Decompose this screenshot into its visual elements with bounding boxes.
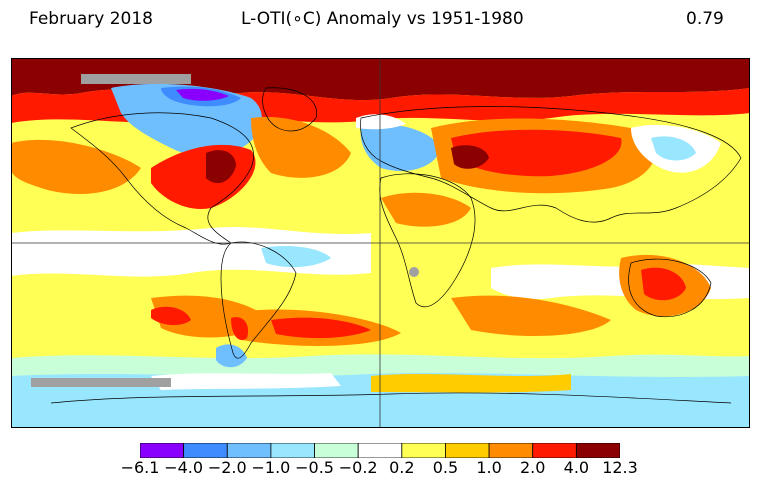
legend-tick-label: 12.3	[602, 458, 638, 477]
legend-tick-label: 0.5	[432, 458, 459, 477]
legend-tick-label: −4.0	[164, 458, 204, 477]
legend-tick-label: −1.0	[251, 458, 291, 477]
indian-ocean-warm	[451, 295, 611, 336]
color-legend	[140, 443, 620, 458]
legend-swatch	[532, 443, 577, 458]
tropical-pacific-cool	[261, 246, 331, 268]
legend-swatch	[183, 443, 228, 458]
north-america-coast	[70, 112, 254, 245]
patagonia-hot	[231, 317, 249, 340]
legend-swatch	[401, 443, 446, 458]
central-asia-extreme	[451, 145, 489, 169]
atlantic-warm	[251, 117, 351, 178]
pacific-warm-west	[11, 139, 141, 194]
legend-swatch	[357, 443, 403, 458]
asia-red	[451, 129, 622, 177]
legend-tick-label: −6.1	[120, 458, 160, 477]
legend-tick-label: −2.0	[207, 458, 247, 477]
antarctic-warm	[371, 374, 571, 393]
canada-extreme-cold	[176, 88, 229, 101]
australia-hot	[641, 267, 686, 301]
legend-swatch	[445, 443, 490, 458]
legend-tick-label: −0.5	[295, 458, 334, 477]
eurasia-coast	[360, 106, 742, 223]
antarctic-white	[151, 373, 341, 390]
map-frame	[11, 58, 750, 428]
australia-coast	[628, 258, 712, 318]
greenland-coast	[262, 87, 317, 132]
south-atlantic-red	[271, 317, 371, 339]
africa-no-data	[409, 267, 419, 277]
legend-swatch	[270, 443, 315, 458]
south-america-cold	[216, 344, 247, 368]
legend-tick-label: 1.0	[476, 458, 502, 477]
us-east-extreme	[206, 150, 236, 184]
africa-coast	[379, 173, 476, 308]
europe-cold	[360, 124, 441, 172]
temperature-anomaly-map	[11, 58, 750, 428]
legend-tick-label: 0.2	[389, 458, 415, 477]
arctic-no-data	[81, 74, 191, 84]
legend-swatch	[575, 443, 620, 458]
legend-tick-label: −0.2	[338, 458, 378, 477]
legend-swatch	[226, 443, 272, 458]
sahara-warm	[381, 192, 471, 227]
legend-tick-label: 2.0	[519, 458, 546, 477]
legend-swatch	[314, 443, 359, 458]
antarctic-no-data	[31, 378, 171, 387]
south-pacific-red	[151, 306, 191, 326]
map-title: L-OTI(∘C) Anomaly vs 1951-1980	[241, 9, 524, 29]
date-label: February 2018	[29, 9, 153, 29]
legend-swatch	[140, 443, 185, 458]
coastlines	[50, 87, 742, 404]
antarctica-coast	[50, 392, 732, 404]
legend-tick-label: 4.0	[563, 458, 590, 477]
legend-swatch	[488, 443, 534, 458]
east-asia-cool	[651, 136, 696, 161]
south-america-coast	[220, 241, 297, 359]
global-mean-value: 0.79	[686, 9, 724, 29]
europe-neutral	[356, 114, 406, 130]
